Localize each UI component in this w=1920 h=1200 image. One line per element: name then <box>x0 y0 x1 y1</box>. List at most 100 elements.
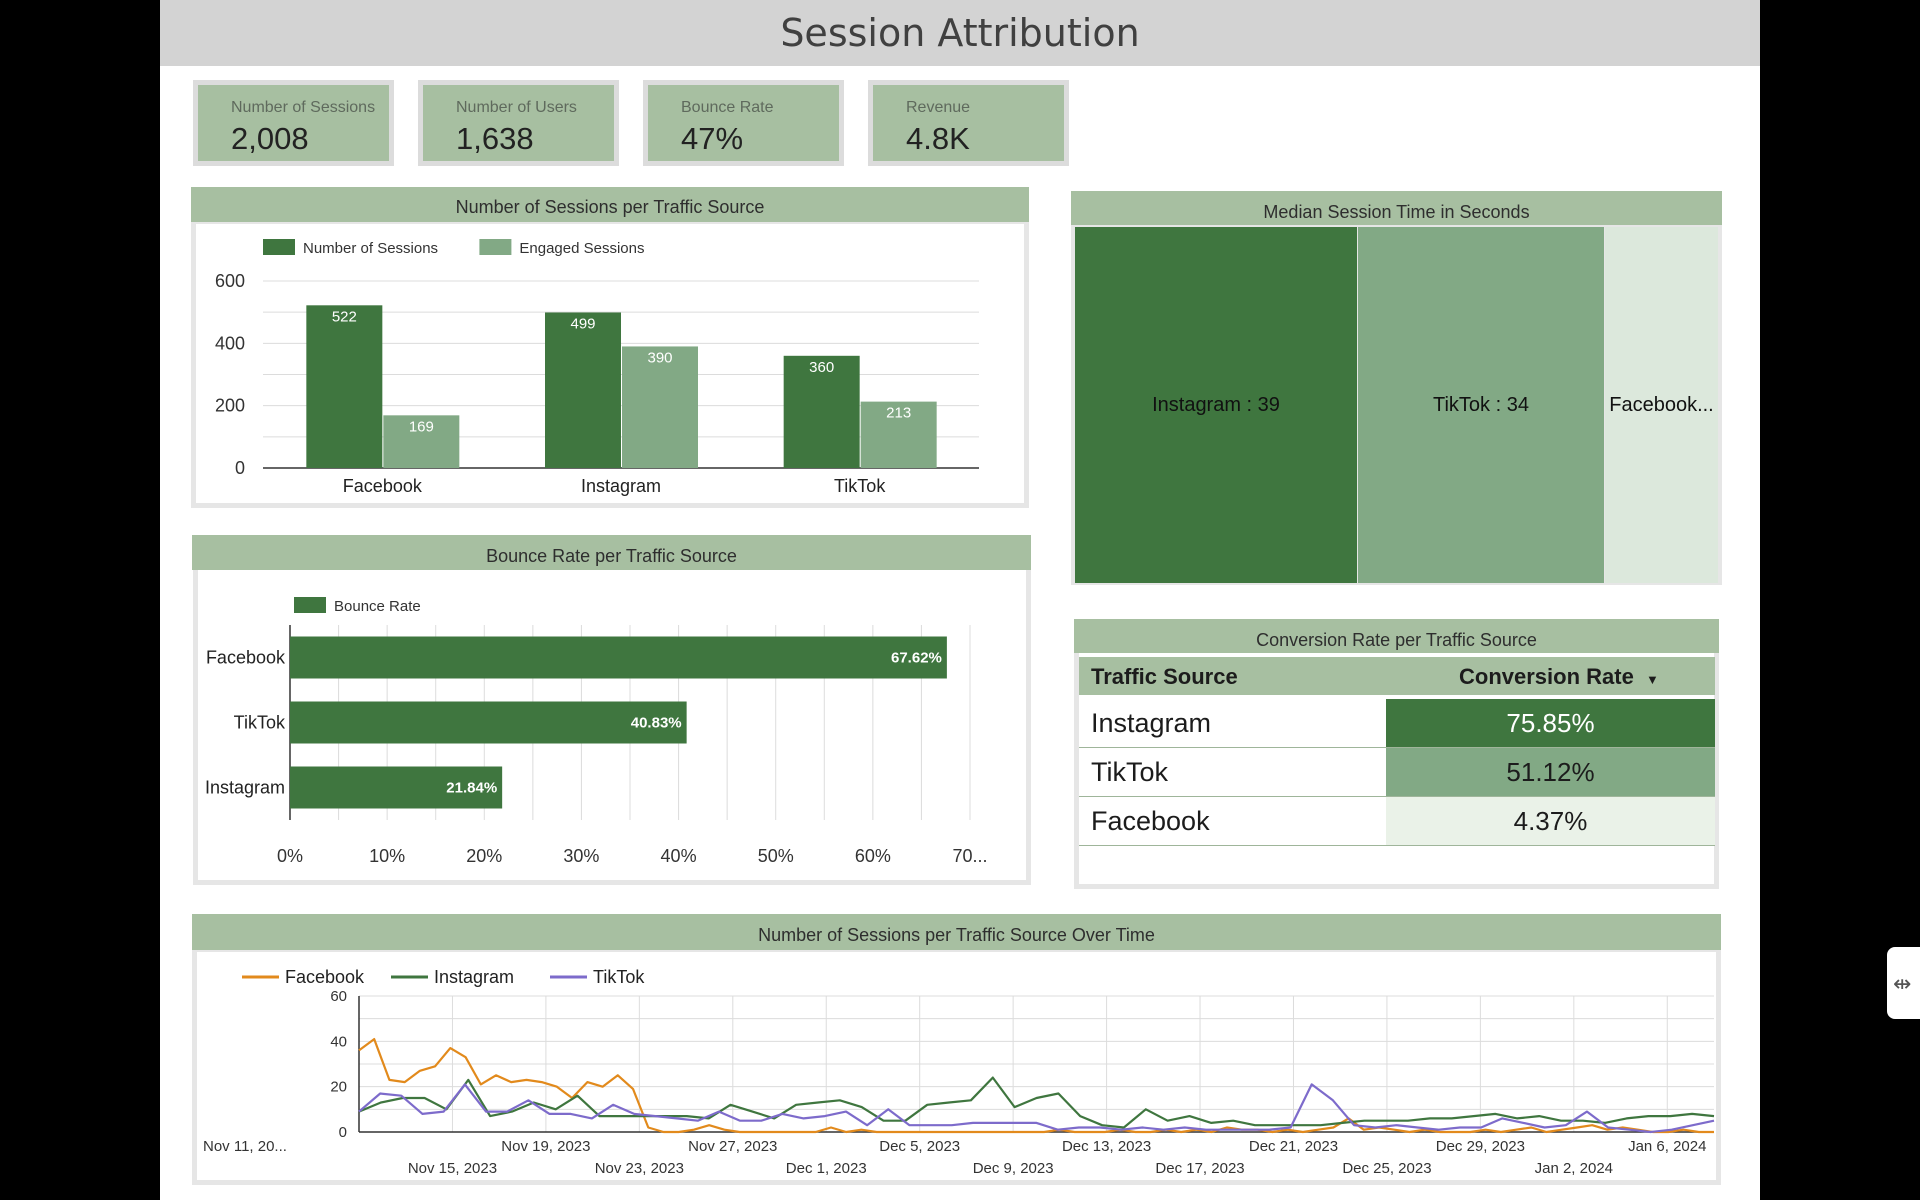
bar <box>290 636 947 679</box>
bar <box>860 401 937 468</box>
kpi-card-users[interactable]: Number of Users 1,638 <box>418 80 619 166</box>
y-tick-label: 400 <box>215 333 245 353</box>
treemap-cell-facebook[interactable]: Facebook... <box>1605 227 1718 583</box>
x-tick-label: Dec 21, 2023 <box>1249 1138 1338 1155</box>
x-tick-label: 40% <box>661 846 697 866</box>
legend-label: TikTok <box>593 967 645 987</box>
x-tick-label: 0% <box>277 846 303 866</box>
table-cell-rate: 51.12% <box>1386 748 1715 796</box>
column-header-label: Conversion Rate <box>1459 664 1634 689</box>
x-tick-label: Instagram <box>581 476 661 496</box>
x-tick-label: Dec 13, 2023 <box>1062 1138 1151 1155</box>
kpi-label: Number of Sessions <box>231 99 376 116</box>
y-tick-label: 40 <box>330 1033 347 1050</box>
x-tick-label: Dec 25, 2023 <box>1342 1160 1431 1177</box>
y-tick-label: 20 <box>330 1079 347 1096</box>
x-tick-label: Dec 9, 2023 <box>973 1160 1054 1177</box>
side-panel-handle[interactable]: ⇹ <box>1887 947 1920 1019</box>
x-tick-label: Dec 17, 2023 <box>1155 1160 1244 1177</box>
x-tick-label: Dec 29, 2023 <box>1436 1138 1525 1155</box>
table-cell-rate: 4.37% <box>1386 797 1715 845</box>
bar <box>383 415 460 468</box>
kpi-card-sessions[interactable]: Number of Sessions 2,008 <box>193 80 394 166</box>
series-line-instagram <box>358 1076 1715 1129</box>
collapse-arrows-icon: ⇹ <box>1893 971 1912 996</box>
y-tick-label: 600 <box>215 271 245 291</box>
kpi-label: Revenue <box>906 99 971 116</box>
kpi-value: 4.8K <box>906 121 970 156</box>
table-row[interactable]: Instagram 75.85% <box>1079 699 1715 748</box>
x-tick-label: Facebook <box>343 476 423 496</box>
kpi-label: Bounce Rate <box>681 99 774 116</box>
series-line-facebook <box>358 1037 1714 1134</box>
legend-label: Bounce Rate <box>334 598 421 615</box>
y-tick-label: Instagram <box>205 778 285 798</box>
bar <box>783 355 860 468</box>
kpi-value: 47% <box>681 121 744 156</box>
bar <box>622 346 698 468</box>
column-header-conversion-rate[interactable]: Conversion Rate ▼ <box>1459 657 1659 695</box>
legend-swatch <box>263 239 295 255</box>
x-tick-label: Nov 15, 2023 <box>408 1160 497 1177</box>
x-tick-label: 70... <box>952 846 987 866</box>
treemap-panel: Instagram : 39 TikTok : 34 Facebook... <box>1071 225 1722 585</box>
x-tick-label: Jan 2, 2024 <box>1535 1160 1613 1177</box>
x-tick-label: Dec 5, 2023 <box>879 1138 960 1155</box>
bar-value-label: 40.83% <box>631 715 682 732</box>
bar <box>545 312 621 468</box>
table-cell-source: Instagram <box>1079 699 1386 747</box>
y-tick-label: 200 <box>215 396 245 416</box>
treemap-label: TikTok : 34 <box>1433 393 1529 416</box>
bar-value-label: 499 <box>570 315 595 332</box>
bar-value-label: 213 <box>886 405 911 422</box>
x-tick-label: Dec 1, 2023 <box>786 1160 867 1177</box>
dashboard-canvas: Session Attribution Number of Sessions 2… <box>160 0 1760 1200</box>
x-tick-label: TikTok <box>834 476 886 496</box>
table-cell-source: TikTok <box>1079 748 1386 796</box>
kpi-value: 2,008 <box>231 121 309 156</box>
bar-value-label: 21.84% <box>446 780 497 797</box>
bounce-bar-chart: 0% 10% 20% 30% 40% 50% 60% 70... 67.62% Facebook 4… <box>205 597 988 866</box>
x-tick-label: 20% <box>466 846 502 866</box>
treemap-title: Median Session Time in Seconds <box>1071 191 1722 225</box>
x-tick-label: 60% <box>855 846 891 866</box>
legend-swatch <box>479 239 512 255</box>
x-tick-label: 10% <box>369 846 405 866</box>
sort-down-icon: ▼ <box>1645 672 1659 687</box>
sessions-bar-chart: 0 200 400 600 522 169 Facebook 499 390 Instagram 3… <box>215 239 979 496</box>
x-tick-label: Nov 19, 2023 <box>501 1138 590 1155</box>
bar-value-label: 390 <box>647 349 672 366</box>
y-tick-label: TikTok <box>234 713 286 733</box>
series-line-tiktok <box>358 1083 1715 1134</box>
x-tick-label: 50% <box>758 846 794 866</box>
table-cell-rate: 75.85% <box>1386 699 1715 747</box>
kpi-label: Number of Users <box>456 99 577 116</box>
bar-value-label: 67.62% <box>891 650 942 667</box>
treemap-cell-instagram[interactable]: Instagram : 39 <box>1075 227 1357 583</box>
column-header-traffic-source[interactable]: Traffic Source <box>1091 664 1238 689</box>
treemap-label: Instagram : 39 <box>1152 393 1280 416</box>
kpi-card-revenue[interactable]: Revenue 4.8K <box>868 80 1069 166</box>
x-tick-label: Nov 23, 2023 <box>595 1160 684 1177</box>
x-tick-label: 30% <box>563 846 599 866</box>
conversion-table-title: Conversion Rate per Traffic Source <box>1074 619 1719 653</box>
kpi-card-bounce-rate[interactable]: Bounce Rate 47% <box>643 80 844 166</box>
timeseries-title: Number of Sessions per Traffic Source Ov… <box>192 914 1721 950</box>
sessions-chart-title: Number of Sessions per Traffic Source <box>191 187 1029 222</box>
table-row[interactable]: Facebook 4.37% <box>1079 797 1715 846</box>
bar-value-label: 360 <box>809 359 834 376</box>
kpi-value: 1,638 <box>456 121 534 156</box>
table-row[interactable]: TikTok 51.12% <box>1079 748 1715 797</box>
legend-label: Facebook <box>285 967 365 987</box>
x-tick-label: Nov 11, 20... <box>203 1138 287 1155</box>
x-tick-label: Nov 27, 2023 <box>688 1138 777 1155</box>
legend-label: Instagram <box>434 967 514 987</box>
bar <box>306 305 383 468</box>
timeseries-line-chart: 0 20 40 60 Nov 11, 20... Nov 19, 2023 Nov 27, … <box>203 967 1715 1177</box>
table-cell-source: Facebook <box>1079 797 1386 845</box>
bar <box>290 701 687 744</box>
legend-label: Engaged Sessions <box>519 240 644 257</box>
bar <box>290 766 503 809</box>
treemap-cell-tiktok[interactable]: TikTok : 34 <box>1358 227 1604 583</box>
bounce-chart-title: Bounce Rate per Traffic Source <box>192 535 1031 570</box>
